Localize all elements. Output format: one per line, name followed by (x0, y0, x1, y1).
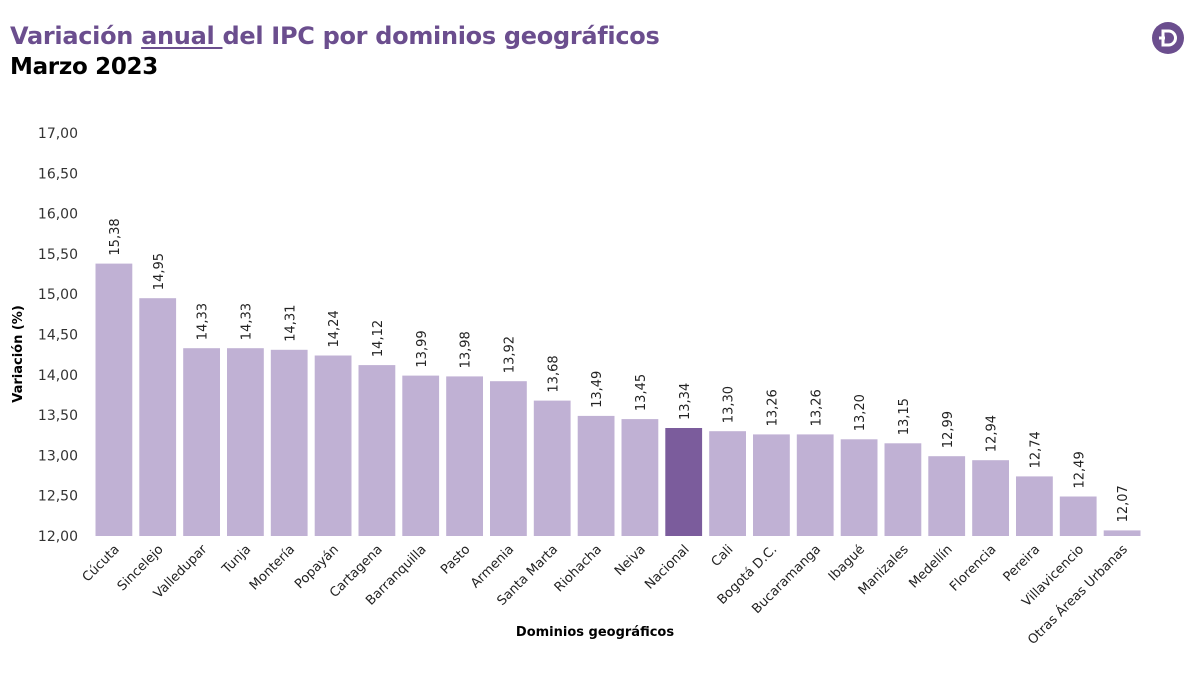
bar (621, 419, 659, 536)
x-tick-label: Cúcuta (80, 542, 123, 585)
bar-highlight (665, 428, 703, 536)
title-part-2: del IPC por dominios geográficos (222, 22, 660, 50)
x-tick-label: Neiva (612, 542, 649, 579)
data-label: 14,33 (196, 303, 211, 340)
y-tick-label: 14,00 (38, 368, 78, 384)
bar (533, 400, 571, 536)
data-label: 14,31 (283, 305, 298, 342)
bar (270, 349, 308, 536)
bar (928, 456, 966, 536)
bar (358, 365, 396, 536)
bar (314, 355, 352, 536)
y-tick-label: 12,00 (38, 529, 78, 545)
y-tick-label: 16,50 (38, 166, 78, 182)
x-tick-label: Cali (709, 542, 737, 570)
data-label: 14,24 (327, 310, 342, 347)
data-label: 13,34 (678, 383, 693, 420)
bar (446, 376, 483, 536)
y-tick-label: 15,00 (38, 287, 78, 303)
x-tick-label: Florencia (947, 542, 999, 594)
y-tick-label: 13,00 (38, 448, 78, 464)
x-tick-label: Pasto (438, 542, 473, 577)
data-label: 14,95 (152, 253, 167, 290)
data-label: 13,99 (415, 330, 430, 367)
x-tick-label: Nacional (642, 542, 692, 592)
title-part-1: Variación (10, 22, 142, 50)
data-label: 12,49 (1072, 451, 1087, 488)
y-tick-label: 15,50 (38, 247, 78, 263)
data-label: 14,12 (371, 320, 386, 357)
x-tick-label: Riohacha (552, 542, 605, 595)
bar (840, 439, 878, 536)
bars-group: 15,38 14,95 14,33 14,33 14,31 14,24 14,12 13,99… (95, 218, 1141, 536)
y-tick-label: 12,50 (38, 489, 78, 505)
y-tick-label: 17,00 (38, 126, 78, 142)
data-label: 13,45 (634, 374, 649, 411)
data-label: 12,99 (941, 411, 956, 448)
data-label: 13,68 (546, 355, 561, 392)
bar (972, 460, 1009, 536)
bar (490, 381, 527, 536)
data-label: 14,33 (239, 303, 254, 340)
bar (709, 431, 746, 536)
x-tick-label: Ibagué (826, 542, 868, 584)
chart-title: Variación anual del IPC por dominios geo… (10, 22, 660, 50)
bar (753, 434, 790, 536)
data-label: 12,74 (1028, 431, 1043, 468)
bar (227, 348, 264, 536)
chart-subtitle: Marzo 2023 (10, 54, 158, 80)
bar (139, 298, 177, 536)
bar (577, 415, 615, 536)
y-axis: 12,00 12,50 13,00 13,50 14,00 14,50 15,00 15,50… (38, 126, 78, 545)
x-tick-label: Pereira (1001, 542, 1044, 585)
x-tick-label: Montería (247, 542, 298, 593)
bar (183, 348, 220, 536)
data-label: 13,26 (809, 389, 824, 426)
d-logo-icon (1152, 22, 1184, 54)
data-label: 13,98 (459, 331, 474, 368)
title-underlined-word: anual (141, 22, 223, 50)
data-label: 13,20 (853, 394, 868, 431)
bar (95, 263, 133, 536)
bar (884, 443, 922, 536)
y-tick-label: 14,50 (38, 328, 78, 344)
bar (402, 375, 440, 536)
y-axis-label: Variación (%) (11, 305, 26, 403)
data-label: 13,92 (502, 336, 517, 373)
data-label: 12,94 (985, 415, 1000, 452)
bar (1059, 496, 1097, 536)
data-label: 13,49 (590, 371, 605, 408)
bar (796, 434, 834, 536)
bar (1016, 476, 1053, 536)
y-tick-label: 16,00 (38, 207, 78, 223)
bar (1103, 530, 1141, 536)
y-tick-label: 13,50 (38, 408, 78, 424)
data-label: 13,30 (722, 386, 737, 423)
data-label: 12,07 (1116, 485, 1131, 522)
x-axis-label: Dominios geográficos (516, 625, 674, 640)
data-label: 13,26 (765, 389, 780, 426)
x-tick-label: Tunja (219, 542, 254, 577)
data-label: 15,38 (108, 218, 123, 255)
data-label: 13,15 (897, 398, 912, 435)
